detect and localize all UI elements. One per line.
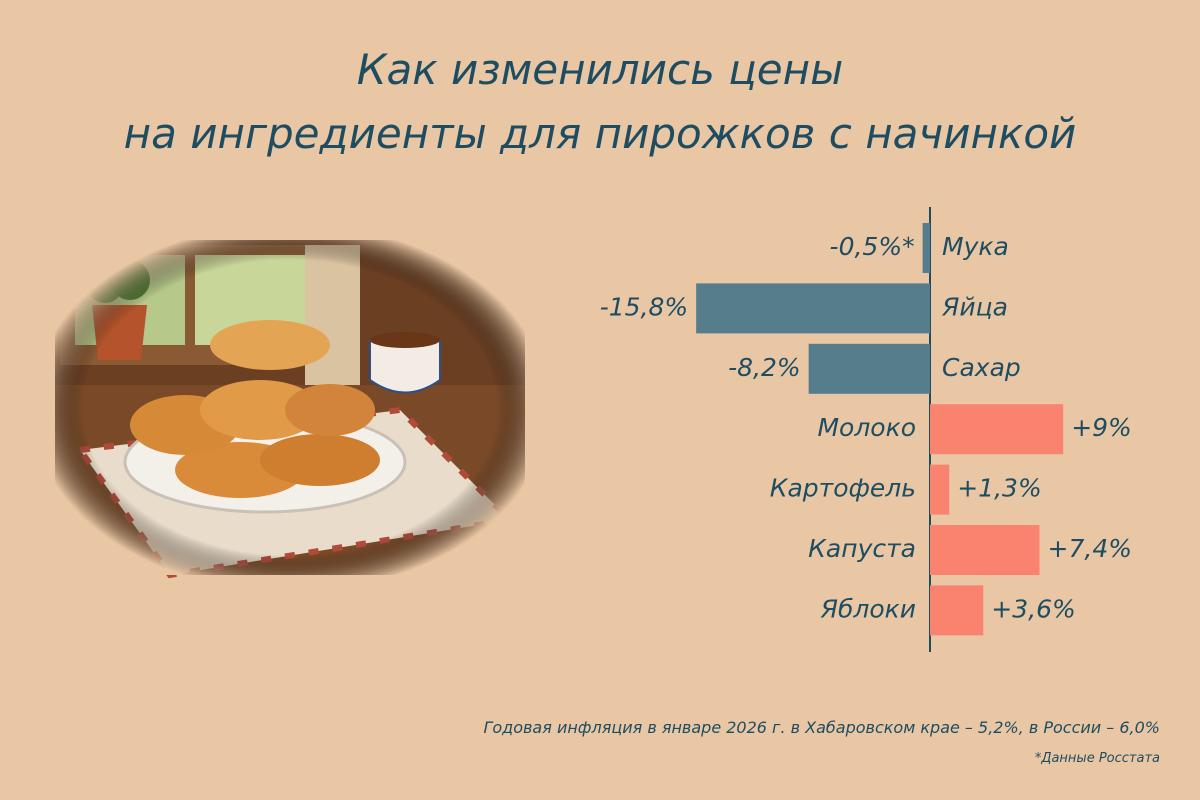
bars: -0,5%* Мука -15,8% Яйца -8,2% Сахар +9% Молоко +… — [600, 223, 1132, 636]
title-line: на ингредиенты для пирожков с начинкой — [124, 109, 1077, 158]
bar — [930, 525, 1040, 575]
category-label: Яйца — [941, 292, 1008, 321]
value-label: +3,6% — [991, 594, 1075, 623]
value-label: -0,5%* — [830, 232, 915, 261]
bar — [930, 585, 984, 636]
value-label: +7,4% — [1048, 534, 1132, 563]
category-label: Яблоки — [820, 594, 916, 623]
category-label: Сахар — [942, 353, 1021, 382]
bar — [696, 283, 930, 334]
title-line: Как изменились цены — [357, 45, 844, 94]
bar — [808, 343, 930, 394]
value-label: -15,8% — [600, 292, 688, 321]
source: *Данные Росстата — [1035, 751, 1160, 766]
note: Годовая инфляция в январе 2026 г. в Хаба… — [483, 718, 1160, 737]
illustration — [55, 240, 525, 579]
bar — [922, 223, 930, 273]
value-label: -8,2% — [728, 353, 801, 382]
category-label: Капуста — [808, 534, 916, 563]
value-label: +9% — [1071, 413, 1132, 442]
category-label: Молоко — [817, 413, 916, 442]
category-label: Мука — [942, 232, 1009, 261]
value-label: +1,3% — [957, 474, 1041, 503]
bar — [930, 464, 950, 515]
category-label: Картофель — [770, 474, 916, 503]
bar — [930, 404, 1064, 455]
